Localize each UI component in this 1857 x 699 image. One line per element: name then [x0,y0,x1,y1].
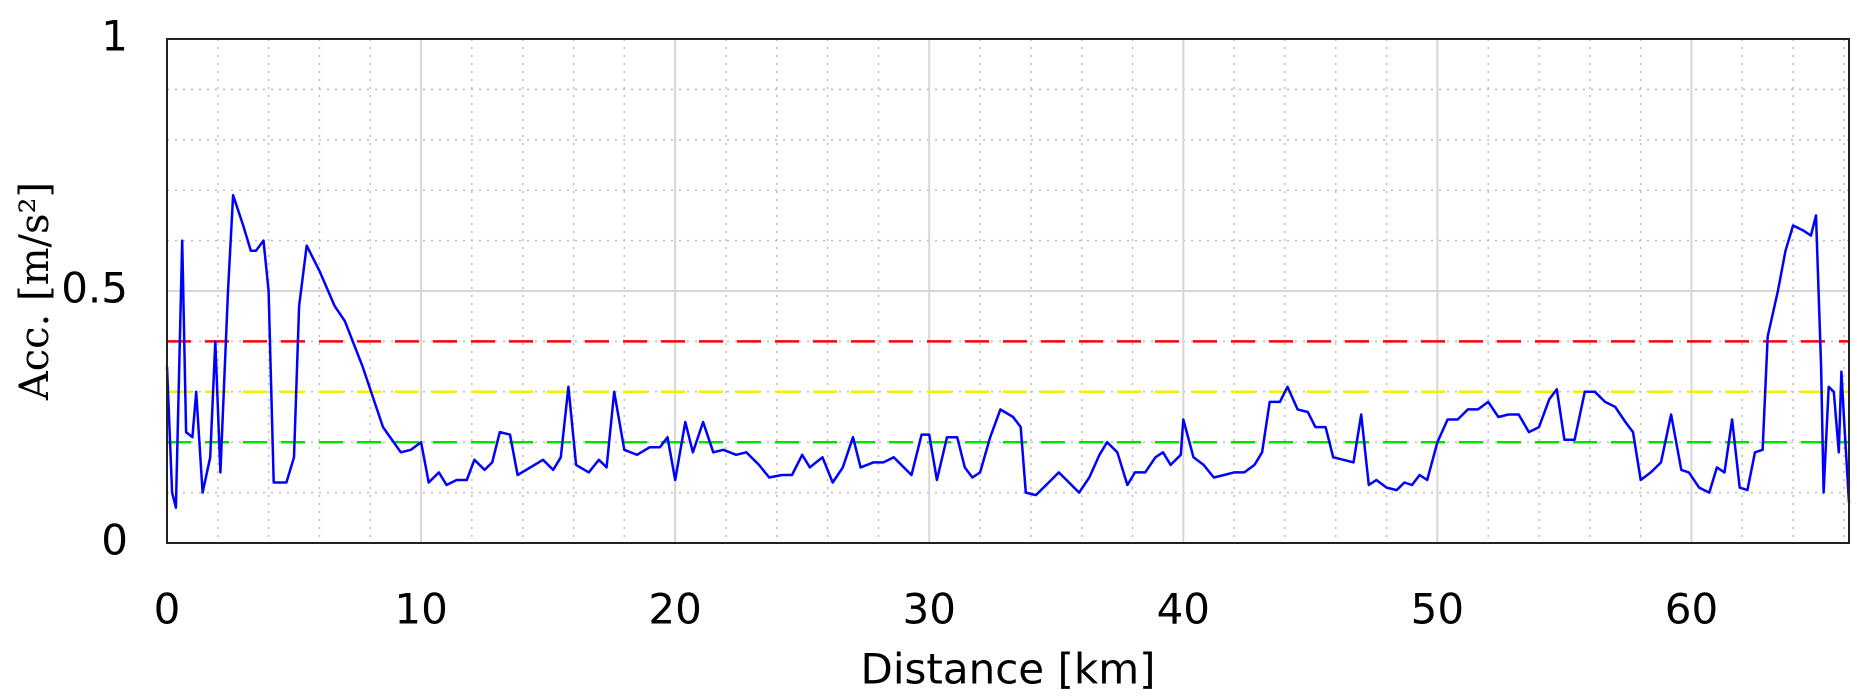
x-tick-label: 10 [394,585,447,634]
x-tick-label: 20 [648,585,701,634]
x-axis-label: Distance [km] [860,645,1155,694]
x-tick-label: 30 [903,585,956,634]
x-tick-label: 0 [154,585,181,634]
y-axis-label: Acc. [m/s²] [12,182,58,401]
x-tick-label: 40 [1157,585,1210,634]
data-line [165,193,1851,509]
y-tick-label: 0 [101,516,128,565]
plot-frame [166,38,1850,544]
y-tick-label: 0.5 [61,264,128,313]
x-tick-label: 50 [1411,585,1464,634]
y-tick-label: 1 [101,12,128,61]
x-tick-label: 60 [1665,585,1718,634]
